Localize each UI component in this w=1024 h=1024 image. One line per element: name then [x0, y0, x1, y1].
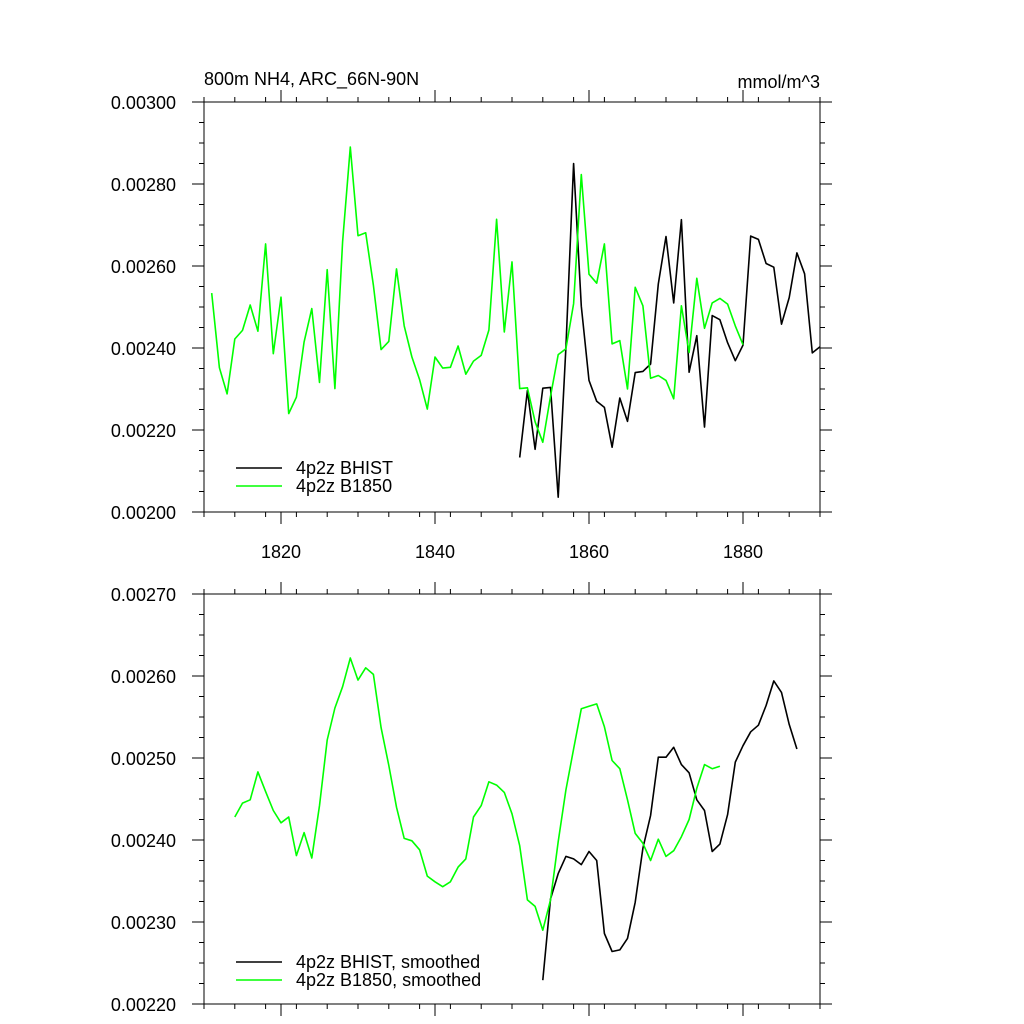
- units-label: mmol/m^3: [738, 72, 820, 92]
- y-tick-label: 0.00220: [111, 995, 176, 1015]
- series-line-b1850: [234, 657, 721, 932]
- y-tick-label: 0.00250: [111, 749, 176, 769]
- y-tick-label: 0.00260: [111, 667, 176, 687]
- y-tick-label: 0.00270: [111, 585, 176, 605]
- legend-label: 4p2z BHIST: [296, 458, 393, 478]
- x-tick-label: 1820: [261, 542, 301, 562]
- y-tick-label: 0.00300: [111, 93, 176, 113]
- y-tick-label: 0.00230: [111, 913, 176, 933]
- series-line-bhist: [542, 680, 798, 981]
- y-tick-label: 0.00260: [111, 257, 176, 277]
- x-tick-label: 1880: [723, 542, 763, 562]
- legend-label: 4p2z B1850: [296, 476, 392, 496]
- y-tick-label: 0.00200: [111, 503, 176, 523]
- y-tick-label: 0.00280: [111, 175, 176, 195]
- series-line-b1850: [210, 146, 744, 444]
- y-tick-label: 0.00240: [111, 339, 176, 359]
- plot-frame: [203, 593, 821, 1005]
- x-tick-label: 1860: [569, 542, 609, 562]
- y-tick-label: 0.00240: [111, 831, 176, 851]
- plot-frame: [203, 101, 821, 513]
- chart-title: 800m NH4, ARC_66N-90N: [204, 69, 419, 90]
- legend-label: 4p2z B1850, smoothed: [296, 970, 481, 990]
- x-tick-label: 1840: [415, 542, 455, 562]
- bottom-chart: 0.00220 0.00230 0.00240 0.00250 0.00260 0.002…: [111, 582, 832, 1016]
- y-tick-label: 0.00220: [111, 421, 176, 441]
- legend-label: 4p2z BHIST, smoothed: [296, 952, 480, 972]
- top-chart: 800m NH4, ARC_66N-90N mmol/m^3 1820 1840 1…: [111, 69, 832, 562]
- series-line-bhist: [518, 162, 821, 499]
